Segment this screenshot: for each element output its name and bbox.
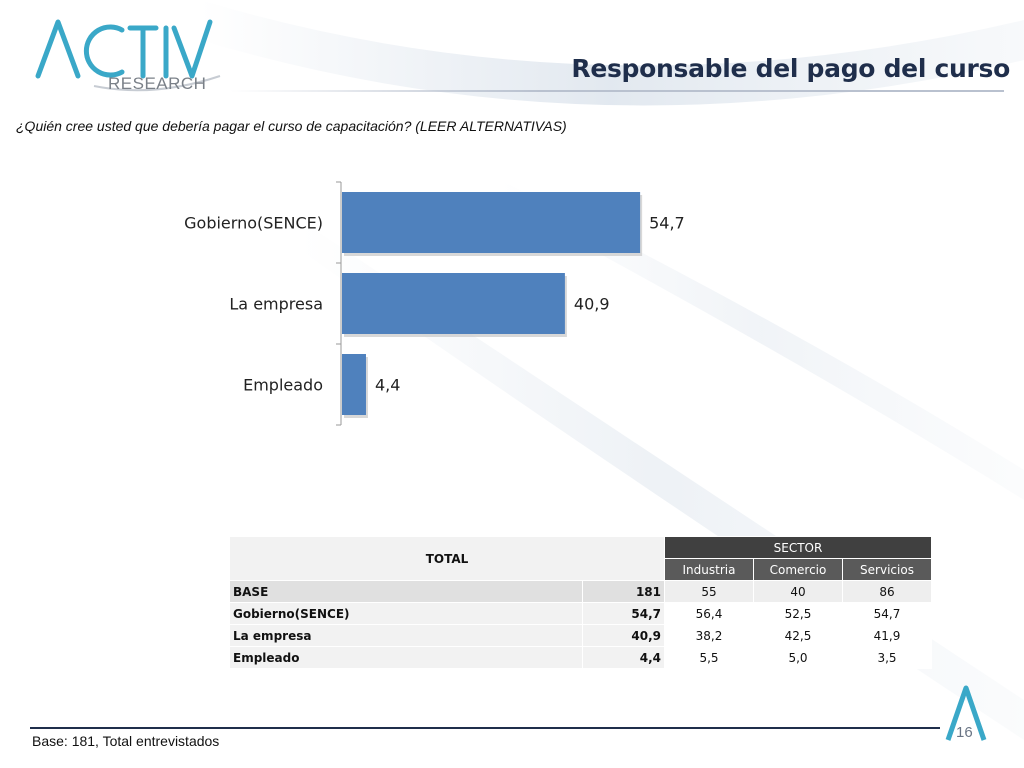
logo-subtitle: RESEARCH [108, 74, 207, 93]
row-cell: 3,5 [842, 646, 932, 669]
row-cell: 5,0 [753, 646, 843, 669]
category-label: Gobierno(SENCE) [184, 214, 323, 233]
bar-chart: Gobierno(SENCE) 54,7 La empresa 40,9 Emplead… [184, 181, 685, 426]
sub-header-comercio: Comercio [753, 558, 843, 581]
sub-header-servicios: Servicios [842, 558, 932, 581]
row-cell: 54,7 [842, 602, 932, 625]
row-total: 54,7 [582, 602, 665, 625]
row-label: La empresa [229, 624, 583, 647]
category-label: Empleado [243, 376, 323, 395]
row-total: 4,4 [582, 646, 665, 669]
activa-logo [35, 19, 221, 92]
row-cell: 5,5 [664, 646, 754, 669]
data-label: 54,7 [649, 214, 685, 233]
footer-logo-icon [945, 685, 987, 741]
sector-header: SECTOR [664, 536, 932, 559]
row-cell: 55 [664, 580, 754, 603]
row-cell: 86 [842, 580, 932, 603]
bar [342, 273, 565, 334]
table-row: BASE 181 55 40 86 [229, 580, 932, 603]
sector-table: TOTAL SECTOR Industria Comercio Servicio… [229, 536, 932, 669]
row-label: Empleado [229, 646, 583, 669]
bar [342, 354, 366, 415]
results-table: TOTAL SECTOR Industria Comercio Servicio… [229, 536, 932, 669]
row-total: 181 [582, 580, 665, 603]
title-rule [230, 90, 1004, 92]
total-header: TOTAL [229, 536, 665, 581]
category-label: La empresa [229, 295, 323, 314]
table-row: Empleado 4,4 5,5 5,0 3,5 [229, 646, 932, 669]
row-cell: 41,9 [842, 624, 932, 647]
sub-header-industria: Industria [664, 558, 754, 581]
table-row: La empresa 40,9 38,2 42,5 41,9 [229, 624, 932, 647]
row-cell: 40 [753, 580, 843, 603]
row-total: 40,9 [582, 624, 665, 647]
table-row: Gobierno(SENCE) 54,7 56,4 52,5 54,7 [229, 602, 932, 625]
row-cell: 52,5 [753, 602, 843, 625]
page-title: Responsable del pago del curso [571, 54, 1010, 83]
data-label: 40,9 [574, 295, 610, 314]
page-number: 16 [956, 724, 973, 741]
footer-rule [30, 727, 940, 729]
bar [342, 192, 641, 253]
footer-note: Base: 181, Total entrevistados [32, 733, 220, 749]
row-cell: 42,5 [753, 624, 843, 647]
row-cell: 56,4 [664, 602, 754, 625]
survey-question: ¿Quién cree usted que debería pagar el c… [16, 118, 567, 134]
row-label: BASE [229, 580, 583, 603]
row-cell: 38,2 [664, 624, 754, 647]
row-label: Gobierno(SENCE) [229, 602, 583, 625]
data-label: 4,4 [375, 376, 400, 395]
